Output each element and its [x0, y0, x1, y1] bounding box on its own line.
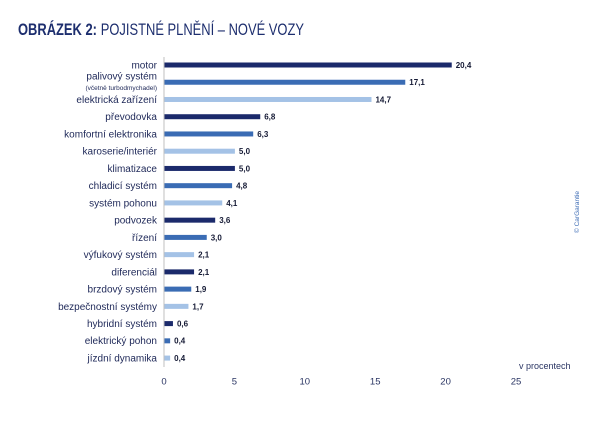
value-label-prevodovka: 6,8: [264, 113, 276, 122]
value-labels: 20,417,114,76,86,35,05,04,84,13,63,02,12…: [174, 61, 472, 363]
category-label-komfortni-elektronika: komfortní elektronika: [64, 129, 157, 140]
category-label-rizeni: řízení: [132, 233, 157, 244]
bar-brzdovy-system: [164, 286, 192, 292]
bar-vyfukovy-system: [164, 252, 195, 258]
category-label-hybridni-system: hybridní systém: [87, 319, 157, 330]
bar-podvozek: [164, 217, 216, 223]
copyright-text: © CarGarantie: [573, 191, 581, 233]
x-axis-tick-labels: 0 5 10 15 20 25: [161, 377, 521, 388]
bar-hybridni-system: [164, 321, 173, 327]
x-tick-label-15: 15: [370, 377, 381, 388]
bar-elektricky-pohon: [164, 338, 171, 344]
category-label-prevodovka: převodovka: [105, 112, 157, 123]
category-label-system-pohonu: systém pohonu: [89, 198, 157, 209]
bar-diferencial: [164, 269, 195, 275]
category-label-palivovy-system: palivový systém: [86, 72, 157, 83]
value-label-jizdni-dynamika: 0,4: [174, 354, 186, 363]
category-label-chladici-system: chladicí systém: [89, 181, 157, 192]
category-label-klimatizace: klimatizace: [108, 164, 158, 175]
bar-palivovy-system: [164, 79, 406, 85]
x-tick-label-25: 25: [511, 377, 522, 388]
value-label-diferencial: 2,1: [198, 268, 210, 277]
category-label-podvozek: podvozek: [114, 216, 158, 227]
category-label-jizdni-dynamika: jízdní dynamika: [87, 353, 158, 364]
value-label-motor: 20,4: [456, 61, 472, 70]
value-label-komfortni-elektronika: 6,3: [257, 130, 269, 139]
bar-prevodovka: [164, 114, 261, 120]
value-label-klimatizace: 5,0: [239, 164, 251, 173]
value-label-karoserie-interier: 5,0: [239, 147, 251, 156]
category-label-elektricky-pohon: elektrický pohon: [85, 336, 157, 347]
bar-motor: [164, 62, 452, 68]
x-tick-label-5: 5: [232, 377, 237, 388]
value-label-system-pohonu: 4,1: [226, 199, 238, 208]
value-label-elektricka-zarizeni: 14,7: [375, 95, 391, 104]
value-label-palivovy-system: 17,1: [409, 78, 425, 87]
bar-chladici-system: [164, 183, 233, 189]
value-label-bezpecnostni-systemy: 1,7: [192, 302, 204, 311]
x-tick-label-10: 10: [300, 377, 311, 388]
value-label-elektricky-pohon: 0,4: [174, 337, 186, 346]
x-tick-label-20: 20: [440, 377, 451, 388]
category-note-palivovy-system: (včetně turbodmychadel): [85, 85, 157, 92]
bar-rizeni: [164, 234, 207, 240]
x-axis-label: v procentech: [519, 361, 571, 371]
value-label-chladici-system: 4,8: [236, 182, 248, 191]
value-label-podvozek: 3,6: [219, 216, 231, 225]
chart-title: OBRÁZEK 2: POJISTNÉ PLNĚNÍ – NOVÉ VOZY: [18, 21, 304, 38]
category-label-motor: motor: [131, 60, 157, 71]
category-label-elektricka-zarizeni: elektrická zařízení: [76, 95, 157, 106]
category-label-brzdovy-system: brzdový systém: [88, 285, 157, 296]
bar-elektricka-zarizeni: [164, 96, 372, 102]
bar-karoserie-interier: [164, 148, 235, 154]
value-label-vyfukovy-system: 2,1: [198, 251, 210, 260]
bar-bezpecnostni-systemy: [164, 303, 189, 309]
bar-komfortni-elektronika: [164, 131, 254, 137]
value-label-rizeni: 3,0: [211, 233, 223, 242]
figure-label: OBRÁZEK 2:: [18, 20, 97, 39]
category-label-diferencial: diferenciál: [111, 267, 157, 278]
category-label-karoserie-interier: karoserie/interiér: [83, 147, 158, 158]
bar-jizdni-dynamika: [164, 355, 171, 361]
category-label-bezpecnostni-systemy: bezpečnostní systémy: [58, 302, 157, 313]
category-label-vyfukovy-system: výfukový systém: [84, 250, 157, 261]
bar-klimatizace: [164, 165, 235, 171]
bars: [164, 62, 452, 361]
value-label-brzdovy-system: 1,9: [195, 285, 207, 294]
x-tick-label-0: 0: [161, 377, 166, 388]
value-label-hybridni-system: 0,6: [177, 320, 189, 329]
chart-title-text: POJISTNÉ PLNĚNÍ – NOVÉ VOZY: [100, 20, 304, 39]
bar-system-pohonu: [164, 200, 223, 206]
